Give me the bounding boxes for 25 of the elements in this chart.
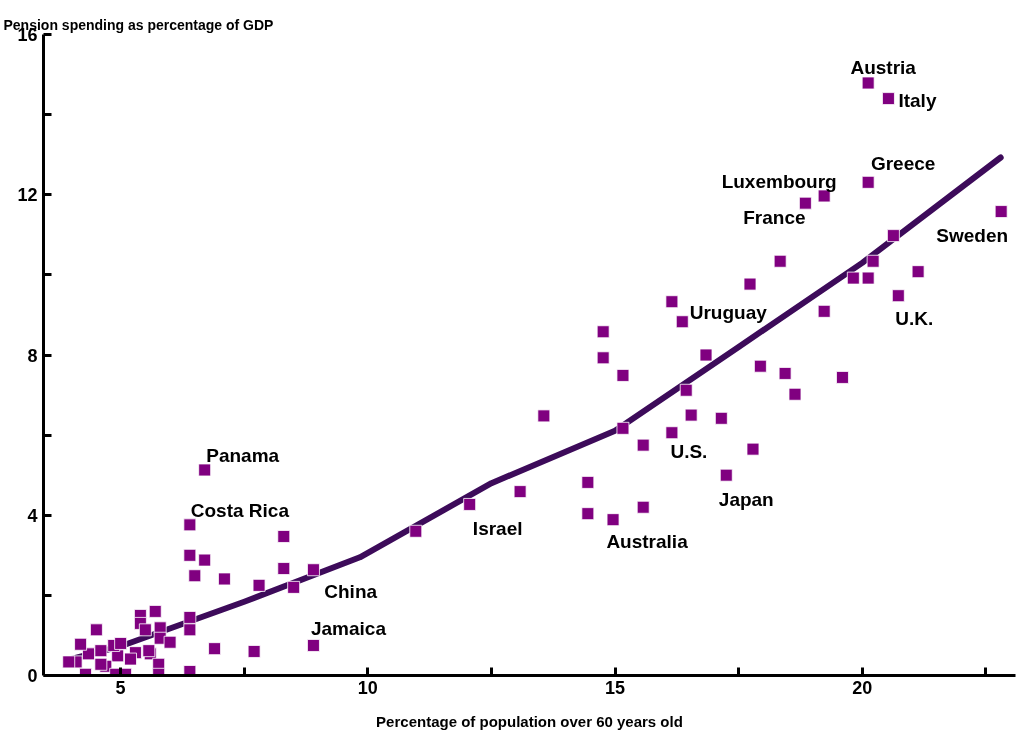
x-tick-label: 15 — [605, 677, 626, 698]
y-tick-label: 8 — [27, 345, 38, 366]
annotation: Japan — [718, 488, 774, 510]
annotation: Costa Rica — [190, 500, 290, 522]
annotation: Jamaica — [310, 617, 387, 639]
annotation: Austria — [850, 57, 917, 79]
annotation: Sweden — [936, 225, 1009, 247]
annotation: U.K. — [895, 308, 934, 330]
annotation: China — [324, 580, 378, 602]
annotation: Israel — [472, 517, 523, 539]
x-tick-label: 20 — [852, 677, 873, 698]
annotation: Panama — [206, 445, 280, 467]
annotation: France — [743, 206, 806, 228]
annotation: U.S. — [670, 441, 708, 463]
annotation: Uruguay — [689, 302, 768, 324]
x-tick-label: 5 — [115, 677, 126, 698]
y-tick-label: 12 — [17, 185, 38, 206]
y-tick-label: 4 — [27, 505, 38, 526]
annotation: Greece — [870, 152, 936, 174]
annotation: Luxembourg — [721, 171, 837, 193]
x-tick-label: 10 — [357, 677, 378, 698]
annotation: Italy — [898, 90, 937, 112]
x-axis-title: Percentage of population over 60 years old — [376, 712, 683, 730]
annotation: Australia — [606, 531, 689, 553]
y-tick-label: 0 — [27, 666, 38, 686]
